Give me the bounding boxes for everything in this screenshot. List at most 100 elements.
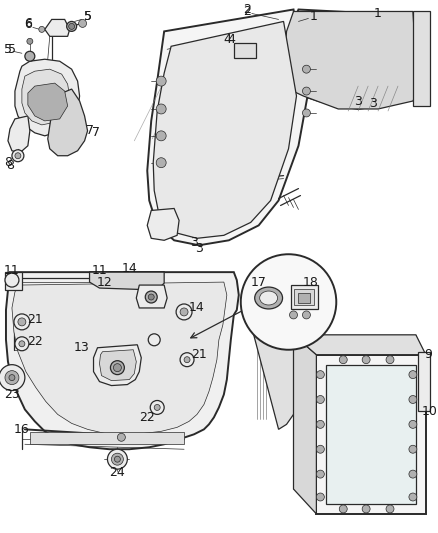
Polygon shape — [28, 83, 67, 121]
Circle shape — [19, 341, 25, 347]
Polygon shape — [293, 335, 426, 355]
Circle shape — [386, 505, 394, 513]
Circle shape — [409, 445, 417, 453]
Text: 1: 1 — [310, 10, 318, 23]
Circle shape — [184, 357, 190, 362]
Circle shape — [117, 433, 125, 441]
Circle shape — [148, 334, 160, 346]
Text: 18: 18 — [303, 276, 318, 288]
Bar — [290, 285, 318, 309]
Circle shape — [114, 456, 120, 462]
Text: 4: 4 — [227, 33, 235, 46]
Bar — [234, 43, 256, 58]
Circle shape — [67, 21, 77, 31]
Circle shape — [241, 254, 336, 350]
Text: 12: 12 — [97, 276, 112, 288]
Text: 23: 23 — [4, 388, 20, 401]
Polygon shape — [48, 89, 88, 156]
Circle shape — [316, 445, 325, 453]
Text: 16: 16 — [14, 423, 30, 436]
Polygon shape — [147, 10, 308, 245]
Text: 11: 11 — [4, 264, 20, 277]
Circle shape — [303, 65, 311, 73]
Bar — [294, 289, 314, 305]
Circle shape — [303, 109, 311, 117]
Circle shape — [303, 87, 311, 95]
Polygon shape — [283, 12, 418, 109]
Circle shape — [110, 361, 124, 375]
Circle shape — [39, 27, 45, 33]
Circle shape — [5, 273, 19, 287]
Circle shape — [156, 76, 166, 86]
Ellipse shape — [255, 287, 283, 309]
Circle shape — [154, 405, 160, 410]
Circle shape — [27, 38, 33, 44]
Circle shape — [145, 291, 157, 303]
Polygon shape — [316, 355, 426, 514]
Circle shape — [316, 395, 325, 403]
Circle shape — [386, 356, 394, 364]
Text: 2: 2 — [243, 3, 251, 16]
Polygon shape — [293, 335, 316, 514]
Circle shape — [69, 23, 74, 29]
Polygon shape — [136, 285, 167, 308]
Circle shape — [409, 395, 417, 403]
Text: 1: 1 — [374, 7, 382, 20]
Text: 5: 5 — [4, 43, 12, 56]
Text: 7: 7 — [85, 124, 94, 138]
Text: 13: 13 — [74, 341, 89, 354]
Polygon shape — [254, 325, 311, 430]
Circle shape — [12, 150, 24, 161]
Circle shape — [9, 375, 15, 381]
Circle shape — [316, 370, 325, 378]
Circle shape — [316, 470, 325, 478]
Circle shape — [148, 294, 154, 300]
Circle shape — [409, 493, 417, 501]
Polygon shape — [147, 208, 179, 240]
Text: 5: 5 — [84, 10, 92, 23]
Polygon shape — [413, 12, 430, 106]
Text: 8: 8 — [4, 156, 12, 169]
Polygon shape — [45, 19, 70, 36]
Polygon shape — [153, 21, 297, 238]
Text: 3: 3 — [190, 236, 198, 249]
Text: 14: 14 — [189, 302, 205, 314]
Circle shape — [339, 356, 347, 364]
Text: 8: 8 — [6, 159, 14, 172]
Text: 3: 3 — [195, 242, 203, 255]
Bar — [418, 352, 430, 411]
Text: 6: 6 — [24, 17, 32, 30]
Circle shape — [156, 104, 166, 114]
Polygon shape — [12, 282, 227, 434]
Circle shape — [14, 314, 30, 330]
Circle shape — [0, 365, 25, 391]
Text: 14: 14 — [121, 262, 137, 274]
Ellipse shape — [260, 291, 278, 305]
Circle shape — [111, 453, 124, 465]
Circle shape — [316, 421, 325, 429]
Circle shape — [18, 318, 26, 326]
Text: 10: 10 — [422, 405, 438, 418]
Circle shape — [409, 421, 417, 429]
Text: 22: 22 — [139, 411, 155, 424]
Polygon shape — [8, 116, 30, 153]
Circle shape — [290, 311, 297, 319]
Text: 3: 3 — [354, 94, 362, 108]
Circle shape — [5, 370, 19, 385]
Circle shape — [180, 308, 188, 316]
Polygon shape — [94, 345, 141, 385]
Circle shape — [409, 470, 417, 478]
Text: 7: 7 — [92, 126, 99, 139]
Text: 21: 21 — [191, 348, 207, 361]
Text: 3: 3 — [369, 98, 377, 110]
Circle shape — [78, 19, 87, 27]
Circle shape — [107, 449, 127, 469]
Polygon shape — [89, 272, 164, 290]
Polygon shape — [15, 59, 80, 136]
Text: 11: 11 — [92, 264, 107, 277]
Circle shape — [113, 364, 121, 372]
Circle shape — [15, 153, 21, 159]
Circle shape — [15, 337, 29, 351]
Text: 4: 4 — [223, 33, 231, 46]
Circle shape — [176, 304, 192, 320]
